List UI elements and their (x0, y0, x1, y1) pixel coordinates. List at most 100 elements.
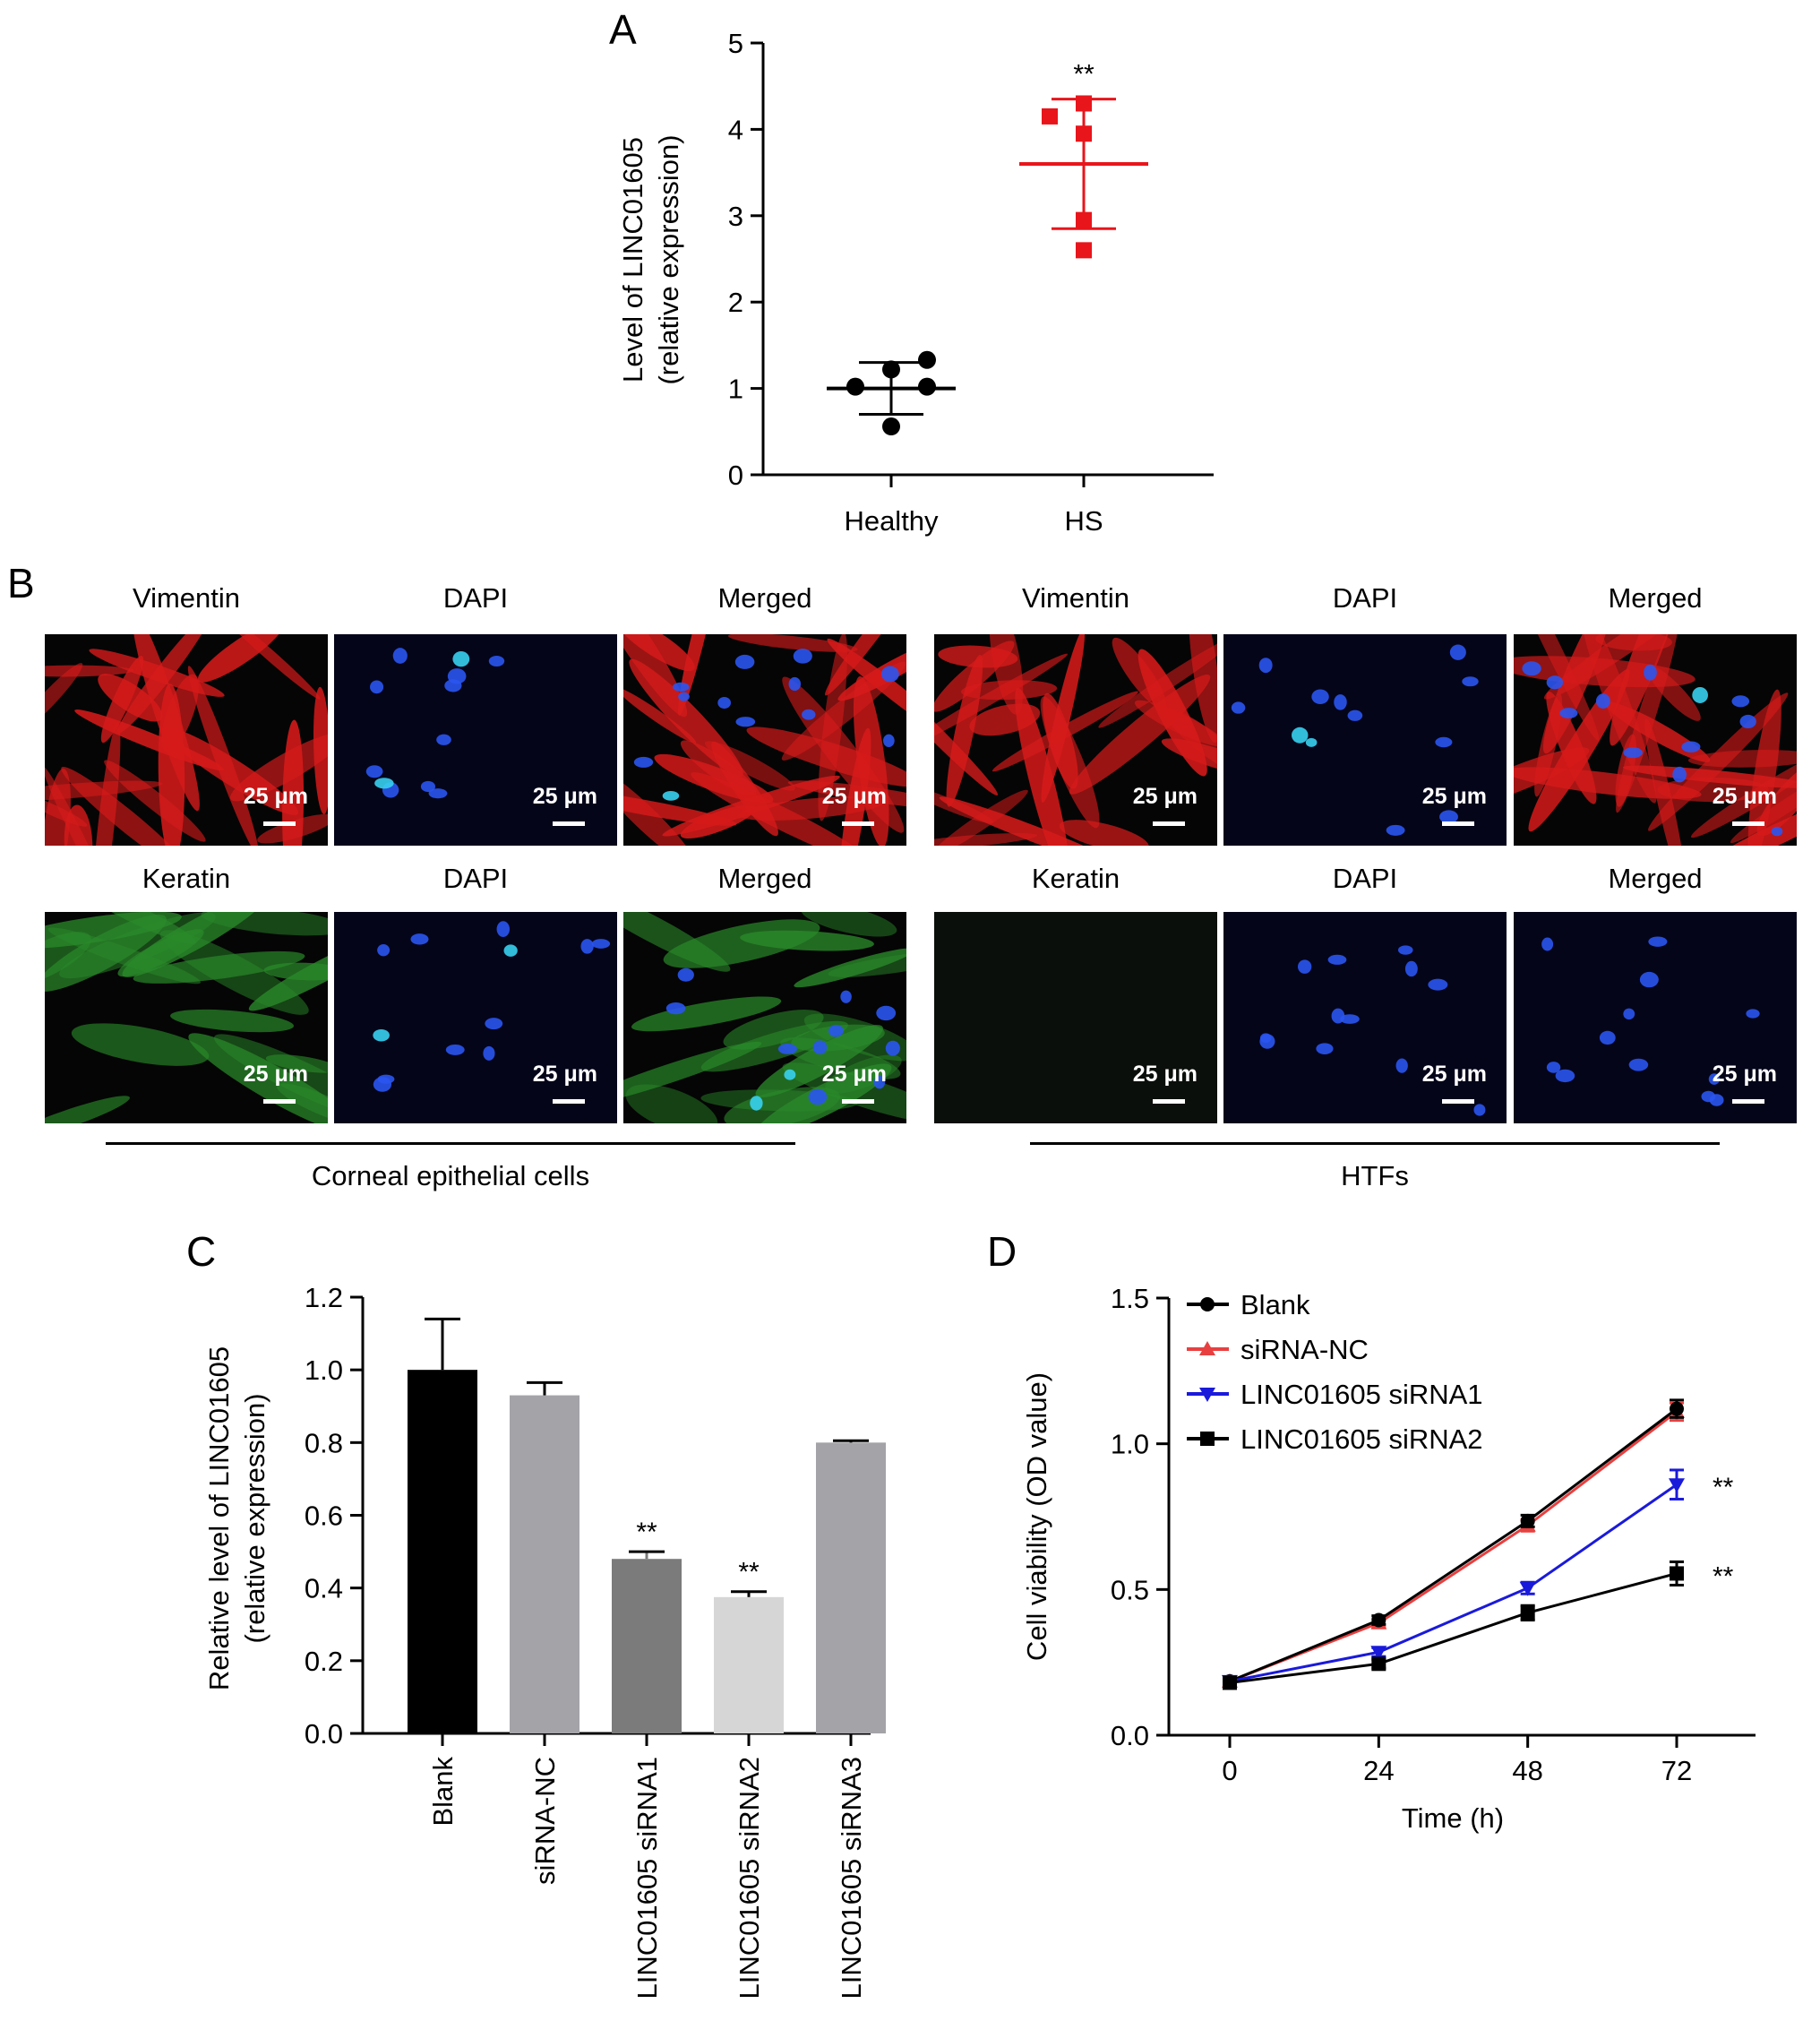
significance-label: ** (1073, 60, 1095, 90)
x-tick-label: LINC01605 siRNA1 (631, 1757, 663, 1999)
nucleus (1599, 1030, 1616, 1045)
micrograph-image: 25 μm (934, 912, 1217, 1123)
x-tick-label: HS (1064, 505, 1103, 537)
nucleus (1397, 945, 1413, 955)
micrograph-drawing (1514, 634, 1797, 846)
nucleus (1771, 826, 1783, 837)
vimentin-fiber (746, 727, 906, 787)
legend-marker (1199, 1341, 1215, 1355)
micrograph-image: 25 μm (623, 912, 906, 1123)
data-point (1042, 107, 1058, 125)
y-tick-label: 1.5 (1111, 1283, 1149, 1314)
nucleus (1258, 658, 1273, 674)
series-line (1229, 1410, 1678, 1683)
keratin-region (263, 962, 328, 981)
scale-bar (263, 1099, 296, 1104)
y-tick-label: 1.0 (305, 1354, 343, 1386)
vimentin-fiber (61, 766, 192, 846)
micrograph-image: 25 μm (1514, 912, 1797, 1123)
nucleus (633, 756, 654, 768)
micrograph-header: DAPI (442, 582, 509, 614)
data-point (1669, 1478, 1685, 1493)
nucleus (812, 1040, 828, 1054)
micrograph-image: 25 μm (334, 634, 617, 846)
scale-bar-label: 25 μm (243, 784, 308, 809)
x-tick-label: 72 (1661, 1755, 1692, 1786)
vimentin-fiber (629, 658, 743, 777)
y-tick-label: 3 (728, 201, 743, 232)
nucleus (452, 651, 470, 667)
legend-label: siRNA-NC (1241, 1334, 1369, 1365)
nucleus (580, 939, 594, 954)
bar (714, 1596, 784, 1733)
dim-signal (934, 912, 1217, 1123)
micrograph-header: Merged (1608, 863, 1703, 894)
y-tick-label: 2 (728, 287, 743, 318)
nucleus (496, 921, 511, 937)
bar (816, 1442, 886, 1733)
scale-bar-label: 25 μm (1712, 1062, 1777, 1087)
nucleus (370, 680, 384, 694)
data-point (918, 377, 936, 396)
nucleus (1297, 959, 1312, 974)
nucleus (1546, 1062, 1561, 1073)
nucleus (777, 1044, 797, 1054)
vimentin-fiber (825, 634, 906, 696)
micrograph-header: Keratin (1031, 863, 1120, 894)
nucleus (488, 656, 505, 666)
nucleus (447, 668, 467, 684)
group-divider-right (1030, 1142, 1720, 1145)
data-point (1223, 1675, 1237, 1690)
keratin-region (45, 912, 182, 949)
scale-bar-label: 25 μm (532, 784, 597, 809)
image-background (334, 634, 617, 846)
micrograph-header: DAPI (1332, 582, 1398, 614)
x-tick-label: Healthy (844, 505, 939, 537)
vimentin-fiber (158, 684, 185, 846)
micrograph-drawing (1223, 634, 1507, 846)
nucleus (788, 676, 802, 692)
vimentin-fiber (1161, 738, 1217, 777)
nucleus (750, 1096, 763, 1111)
micrograph-drawing (45, 634, 328, 846)
nucleus (1731, 695, 1750, 708)
vimentin-fiber (1646, 665, 1701, 721)
nucleus (1462, 676, 1479, 687)
x-axis-label: Time (h) (1402, 1802, 1504, 1834)
nucleus (1595, 693, 1610, 709)
scale-bar (1442, 1099, 1474, 1104)
nucleus (793, 649, 812, 664)
micrograph-drawing (334, 634, 617, 846)
vimentin-fiber (727, 634, 858, 652)
chart-d: 0.0 0.5 1.0 1.5 0 24 48 72 Time (h) Cell viabilit… (1021, 1283, 1756, 1834)
y-axis-label-line1: Level of LINC01605 (617, 137, 648, 383)
image-background (1223, 912, 1507, 1123)
bar (612, 1559, 682, 1733)
nucleus (885, 1040, 900, 1056)
nucleus (392, 648, 408, 664)
vimentin-fiber (1514, 767, 1702, 799)
y-axis-label: Level of LINC01605 (relative expression) (617, 134, 684, 384)
nucleus (373, 1028, 390, 1042)
vimentin-fiber (969, 703, 1041, 736)
scale-bar (1442, 821, 1474, 826)
micrograph-drawing (623, 634, 906, 846)
micrograph-header: Merged (717, 863, 812, 894)
nucleus (420, 780, 436, 793)
micrograph-drawing (334, 912, 617, 1123)
data-point (1670, 1401, 1684, 1416)
x-tick-label: LINC01605 siRNA3 (836, 1757, 867, 1999)
vimentin-fiber (1098, 635, 1217, 728)
keratin-region (625, 1084, 718, 1123)
nucleus (1428, 978, 1448, 991)
nucleus (1316, 1043, 1334, 1054)
vimentin-fiber (1189, 634, 1217, 744)
y-tick-label: 0.0 (305, 1718, 343, 1750)
vimentin-fiber (45, 780, 163, 803)
y-tick-label: 0.8 (305, 1427, 343, 1458)
nucleus (808, 1088, 828, 1105)
nucleus (1639, 971, 1659, 988)
scale-bar (842, 1099, 874, 1104)
data-point (1076, 95, 1092, 112)
legend-label: LINC01605 siRNA1 (1241, 1379, 1483, 1410)
